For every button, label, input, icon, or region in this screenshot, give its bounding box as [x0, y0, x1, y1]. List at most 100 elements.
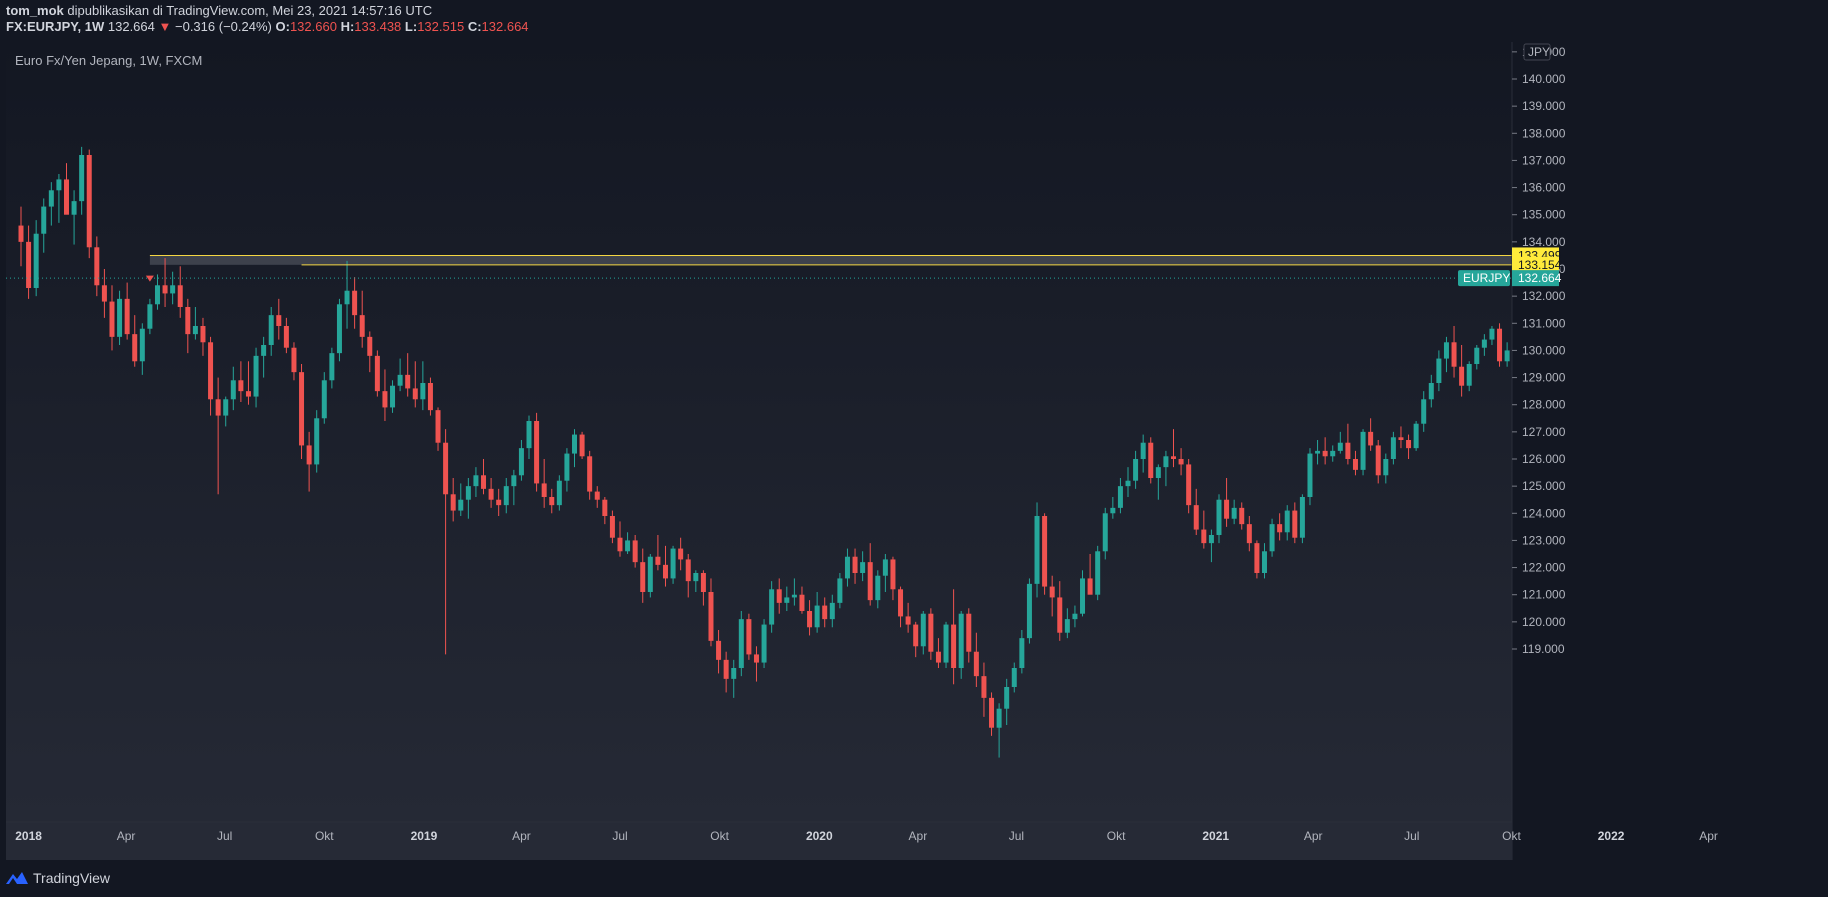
candle-body	[1284, 510, 1290, 533]
candle	[177, 266, 183, 318]
low-label: L:	[404, 19, 418, 34]
candle	[1201, 510, 1207, 549]
candle-body	[784, 597, 790, 603]
candle-body	[1102, 513, 1108, 552]
candle	[1011, 662, 1017, 693]
candle-body	[1133, 459, 1139, 481]
candle-body	[314, 418, 320, 465]
candle-body	[1072, 613, 1078, 620]
candle-body	[1459, 366, 1465, 386]
candle-body	[708, 592, 714, 641]
candle-body	[518, 448, 524, 476]
author-name[interactable]: tom_mok	[6, 3, 64, 18]
candle-body	[602, 499, 608, 516]
candle-body	[291, 347, 297, 373]
candle	[443, 429, 449, 655]
candle-body	[1322, 450, 1328, 457]
down-arrow-icon: ▼	[158, 19, 172, 34]
level-tag-box	[1512, 256, 1559, 273]
candle-body	[746, 619, 752, 655]
candle	[731, 659, 737, 698]
price-tick-label: 127.000	[1522, 425, 1566, 439]
candle-body	[632, 540, 638, 563]
candle-body	[1299, 497, 1305, 538]
footer-brand[interactable]: TradingView	[6, 866, 110, 890]
candle-body	[390, 385, 396, 408]
candle-body	[185, 307, 191, 335]
candle-body	[791, 594, 797, 598]
level-tag: 133.154	[1518, 258, 1562, 272]
symbol-label[interactable]: FX:EURJPY, 1W	[6, 19, 105, 34]
candle	[94, 236, 100, 297]
price-tick-label: 121.000	[1522, 588, 1566, 602]
candle	[814, 592, 820, 633]
candle-body	[890, 559, 896, 590]
candle	[943, 621, 949, 668]
candle	[1163, 450, 1169, 487]
candle	[1481, 334, 1487, 356]
candle-body	[647, 556, 653, 592]
time-tick-label: Apr	[117, 829, 136, 843]
candle	[1254, 540, 1260, 579]
candle-body	[617, 537, 623, 552]
candle-body	[587, 456, 593, 492]
candle	[465, 478, 471, 519]
candle-body	[1330, 450, 1336, 457]
candle-body	[230, 380, 236, 400]
candle	[1261, 543, 1267, 579]
candle	[18, 206, 24, 267]
price-chart[interactable]: 141.000140.000139.000138.000137.000136.0…	[6, 42, 1753, 860]
candle-body	[1034, 516, 1040, 584]
candle-body	[268, 315, 274, 345]
candle-body	[913, 624, 919, 647]
last-price: 132.664	[107, 19, 155, 34]
symbol-tag: EURJPY	[1463, 271, 1510, 285]
candle-body	[852, 556, 858, 573]
candle-body	[238, 380, 244, 392]
time-tick-label: Apr	[1699, 829, 1718, 843]
candle	[473, 467, 479, 497]
price-tick-label: 119.000	[1522, 642, 1565, 656]
published-text: dipublikasikan di TradingView.com, Mei 2…	[67, 3, 433, 18]
candle-body	[1481, 339, 1487, 348]
candle-body	[86, 155, 92, 248]
candle-body	[1216, 499, 1222, 535]
candle	[238, 361, 244, 402]
candle	[761, 619, 767, 668]
candle	[427, 377, 433, 416]
symbol-tag-box	[1458, 270, 1510, 287]
candle-body	[503, 486, 509, 506]
candle-body	[1155, 467, 1161, 478]
brand-name: TradingView	[33, 870, 111, 886]
price-change: −0.316 (−0.24%)	[175, 19, 272, 34]
price-tick-label: 123.000	[1522, 533, 1566, 547]
candle	[905, 602, 911, 633]
candle-body	[1224, 499, 1230, 519]
candle-body	[208, 342, 214, 400]
price-tick-label: 131.000	[1522, 316, 1566, 330]
candle	[1345, 423, 1351, 465]
candle-body	[807, 611, 813, 628]
candle	[503, 478, 509, 514]
candle-body	[488, 488, 494, 500]
candle-body	[1057, 597, 1063, 633]
candle-body	[526, 421, 532, 449]
candle-body	[283, 326, 289, 348]
candle-body	[139, 328, 145, 362]
candle	[435, 407, 441, 451]
price-tick-label: 124.000	[1522, 506, 1566, 520]
candle	[306, 431, 312, 492]
candle	[541, 459, 547, 508]
candle-body	[640, 562, 646, 592]
chart-area[interactable]: 141.000140.000139.000138.000137.000136.0…	[6, 42, 1753, 860]
candle	[412, 361, 418, 408]
candle-body	[1208, 535, 1214, 544]
candle	[1383, 453, 1389, 484]
candle-body	[1140, 442, 1146, 459]
plot-background	[6, 42, 1753, 860]
candle	[1095, 545, 1101, 601]
candle	[670, 545, 676, 584]
candle	[132, 315, 138, 367]
candle-body	[33, 233, 39, 288]
candle	[481, 459, 487, 495]
